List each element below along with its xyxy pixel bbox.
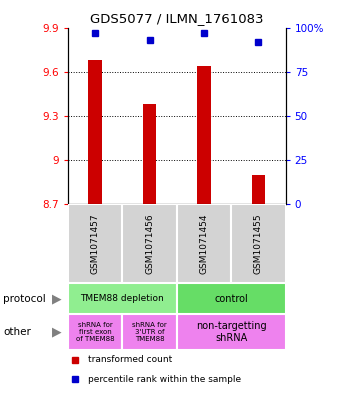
Text: TMEM88 depletion: TMEM88 depletion xyxy=(81,294,164,303)
Title: GDS5077 / ILMN_1761083: GDS5077 / ILMN_1761083 xyxy=(90,12,264,25)
Text: control: control xyxy=(214,294,248,304)
Text: shRNA for
3'UTR of
TMEM88: shRNA for 3'UTR of TMEM88 xyxy=(132,322,167,342)
Text: percentile rank within the sample: percentile rank within the sample xyxy=(88,375,241,384)
Text: ▶: ▶ xyxy=(52,292,61,305)
Bar xyxy=(88,60,102,204)
Bar xyxy=(177,283,286,314)
Bar xyxy=(252,175,265,204)
Text: GSM1071457: GSM1071457 xyxy=(91,213,100,274)
Bar xyxy=(68,283,177,314)
Bar xyxy=(122,314,177,350)
Text: non-targetting
shRNA: non-targetting shRNA xyxy=(196,321,267,343)
Bar xyxy=(231,204,286,283)
Bar xyxy=(122,204,177,283)
Text: shRNA for
first exon
of TMEM88: shRNA for first exon of TMEM88 xyxy=(76,322,115,342)
Text: ▶: ▶ xyxy=(52,325,61,339)
Text: other: other xyxy=(3,327,31,337)
Bar xyxy=(143,104,156,204)
Text: GSM1071456: GSM1071456 xyxy=(145,213,154,274)
Text: GSM1071455: GSM1071455 xyxy=(254,213,263,274)
Bar xyxy=(68,314,122,350)
Bar xyxy=(68,204,122,283)
Bar xyxy=(197,66,211,204)
Text: GSM1071454: GSM1071454 xyxy=(200,213,208,274)
Bar xyxy=(177,204,231,283)
Text: protocol: protocol xyxy=(3,294,46,304)
Bar xyxy=(177,314,286,350)
Text: transformed count: transformed count xyxy=(88,355,172,364)
